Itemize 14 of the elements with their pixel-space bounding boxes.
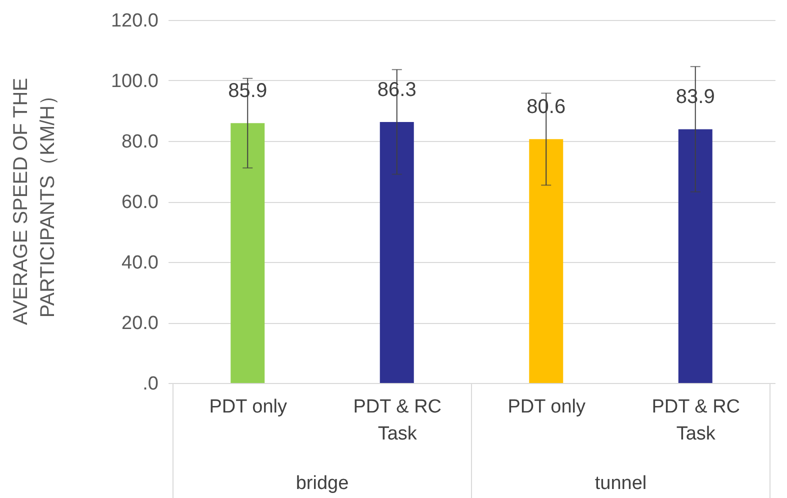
x-tick-label: PDT & RC Task — [652, 396, 740, 444]
y-tick-label: 20.0 — [122, 313, 158, 334]
x-tick-label: PDT only — [209, 396, 288, 418]
y-tick-label: 40.0 — [122, 252, 158, 274]
y-axis-title: AVERAGE SPEED OF THE PARTICIPANTS（KM/H） — [10, 78, 59, 326]
y-tick-label: 100.0 — [110, 71, 158, 92]
text: bridge — [296, 473, 349, 494]
y-tick-label: .0 — [142, 374, 158, 394]
text: tunnel — [594, 473, 647, 494]
x-tick-label: PDT & RC Task — [353, 396, 442, 444]
y-tick-label: 80.0 — [122, 132, 158, 152]
y-tick-label: 120.0 — [110, 10, 158, 32]
x-tick-label: PDT only — [508, 396, 586, 418]
y-tick-label: 60.0 — [122, 192, 158, 213]
